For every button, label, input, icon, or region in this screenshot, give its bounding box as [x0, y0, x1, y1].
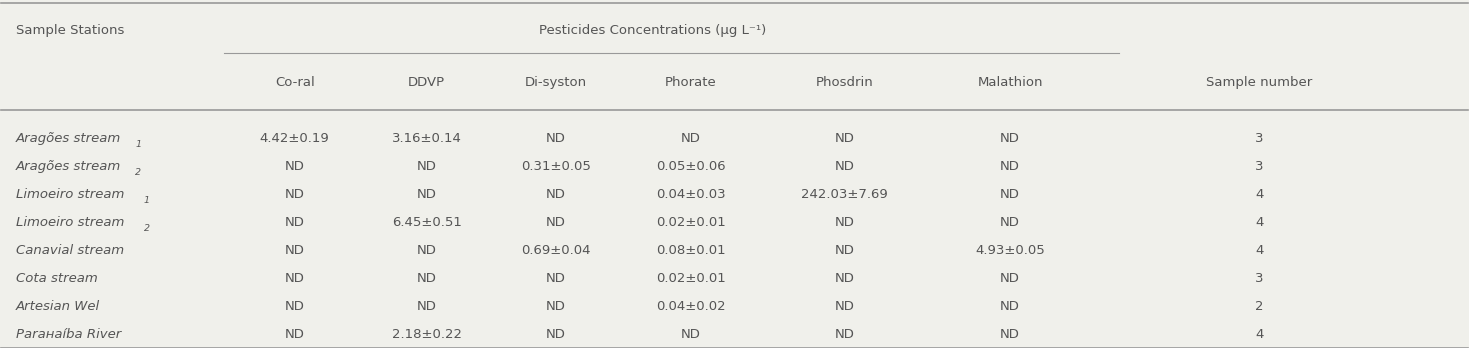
- Text: ND: ND: [285, 328, 304, 341]
- Text: ND: ND: [545, 300, 566, 313]
- Text: Phosdrin: Phosdrin: [815, 76, 874, 89]
- Text: Pesticides Concentrations (μg L⁻¹): Pesticides Concentrations (μg L⁻¹): [539, 24, 765, 37]
- Text: ND: ND: [1000, 188, 1019, 201]
- Text: 3: 3: [1255, 132, 1263, 145]
- Text: 3: 3: [1255, 272, 1263, 285]
- Text: 0.04±0.03: 0.04±0.03: [655, 188, 726, 201]
- Text: Cota stream: Cota stream: [16, 272, 98, 285]
- Text: Di-syston: Di-syston: [524, 76, 586, 89]
- Text: ND: ND: [834, 328, 855, 341]
- Text: 0.69±0.04: 0.69±0.04: [521, 244, 591, 257]
- Text: ND: ND: [417, 188, 436, 201]
- Text: 4.93±0.05: 4.93±0.05: [975, 244, 1044, 257]
- Text: ND: ND: [417, 300, 436, 313]
- Text: Parанаíba River: Parанаíba River: [16, 328, 122, 341]
- Text: 3.16±0.14: 3.16±0.14: [392, 132, 461, 145]
- Text: 2.18±0.22: 2.18±0.22: [392, 328, 461, 341]
- Text: ND: ND: [1000, 132, 1019, 145]
- Text: Aragões stream: Aragões stream: [16, 160, 122, 173]
- Text: ND: ND: [545, 328, 566, 341]
- Text: 2: 2: [135, 168, 141, 177]
- Text: ND: ND: [834, 300, 855, 313]
- Text: ND: ND: [1000, 328, 1019, 341]
- Text: ND: ND: [285, 216, 304, 229]
- Text: DDVP: DDVP: [408, 76, 445, 89]
- Text: ND: ND: [285, 188, 304, 201]
- Text: 6.45±0.51: 6.45±0.51: [392, 216, 461, 229]
- Text: 0.31±0.05: 0.31±0.05: [520, 160, 591, 173]
- Text: ND: ND: [417, 244, 436, 257]
- Text: Co-ral: Co-ral: [275, 76, 314, 89]
- Text: ND: ND: [417, 160, 436, 173]
- Text: 4.42±0.19: 4.42±0.19: [260, 132, 329, 145]
- Text: ND: ND: [1000, 160, 1019, 173]
- Text: ND: ND: [680, 132, 701, 145]
- Text: ND: ND: [834, 272, 855, 285]
- Text: Limoeiro stream: Limoeiro stream: [16, 216, 125, 229]
- Text: ND: ND: [285, 300, 304, 313]
- Text: ND: ND: [1000, 272, 1019, 285]
- Text: 4: 4: [1255, 328, 1263, 341]
- Text: ND: ND: [1000, 300, 1019, 313]
- Text: 1: 1: [144, 196, 150, 205]
- Text: ND: ND: [834, 132, 855, 145]
- Text: 1: 1: [135, 140, 141, 149]
- Text: 242.03±7.69: 242.03±7.69: [801, 188, 887, 201]
- Text: 2: 2: [1255, 300, 1263, 313]
- Text: 0.08±0.01: 0.08±0.01: [655, 244, 726, 257]
- Text: 0.04±0.02: 0.04±0.02: [655, 300, 726, 313]
- Text: 2: 2: [144, 224, 150, 232]
- Text: ND: ND: [834, 160, 855, 173]
- Text: Artesian Wel: Artesian Wel: [16, 300, 100, 313]
- Text: 4: 4: [1255, 188, 1263, 201]
- Text: Limoeiro stream: Limoeiro stream: [16, 188, 125, 201]
- Text: Sample number: Sample number: [1206, 76, 1312, 89]
- Text: ND: ND: [285, 272, 304, 285]
- Text: Sample Stations: Sample Stations: [16, 24, 125, 37]
- Text: ND: ND: [545, 272, 566, 285]
- Text: ND: ND: [545, 216, 566, 229]
- Text: Phorate: Phorate: [664, 76, 717, 89]
- Text: 4: 4: [1255, 244, 1263, 257]
- Text: Aragões stream: Aragões stream: [16, 132, 122, 145]
- Text: ND: ND: [1000, 216, 1019, 229]
- Text: 0.02±0.01: 0.02±0.01: [655, 272, 726, 285]
- Text: 0.02±0.01: 0.02±0.01: [655, 216, 726, 229]
- Text: 4: 4: [1255, 216, 1263, 229]
- Text: ND: ND: [680, 328, 701, 341]
- Text: ND: ND: [834, 216, 855, 229]
- Text: Canavial stream: Canavial stream: [16, 244, 125, 257]
- Text: 3: 3: [1255, 160, 1263, 173]
- Text: ND: ND: [545, 188, 566, 201]
- Text: ND: ND: [834, 244, 855, 257]
- Text: ND: ND: [285, 244, 304, 257]
- Text: Malathion: Malathion: [977, 76, 1043, 89]
- Text: ND: ND: [285, 160, 304, 173]
- Text: ND: ND: [545, 132, 566, 145]
- Text: ND: ND: [417, 272, 436, 285]
- Text: 0.05±0.06: 0.05±0.06: [655, 160, 726, 173]
